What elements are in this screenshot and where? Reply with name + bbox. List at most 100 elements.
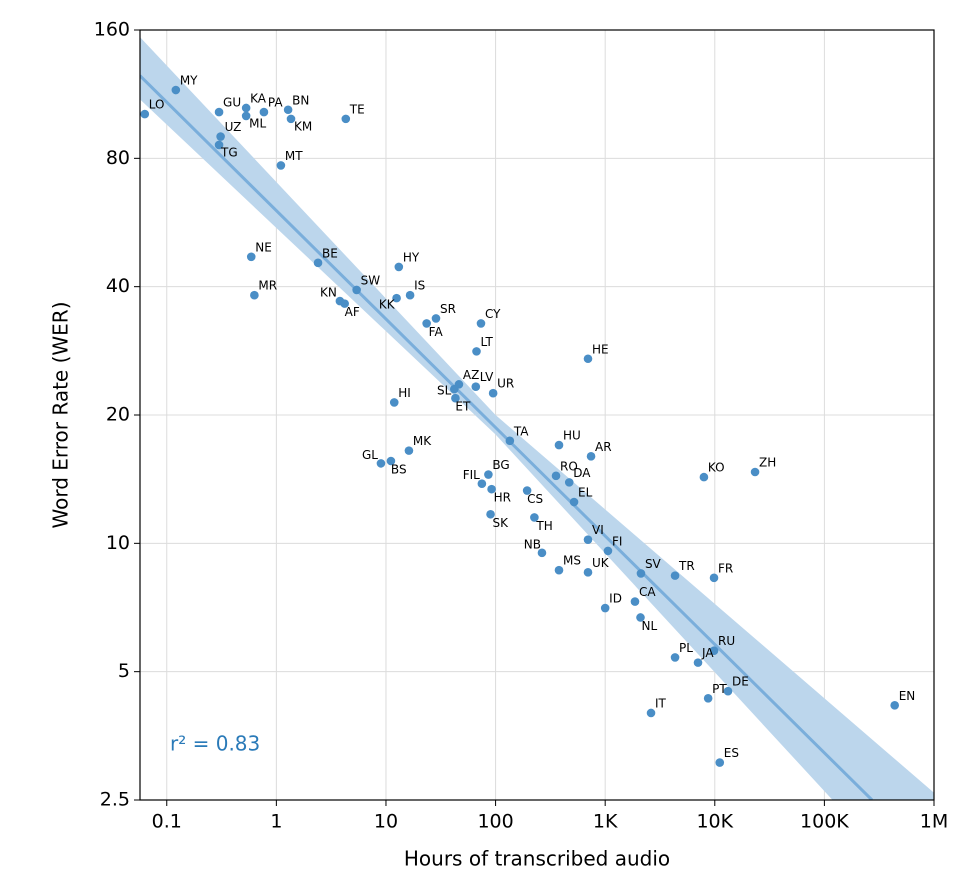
point-label: TE bbox=[349, 102, 365, 116]
point bbox=[537, 548, 547, 558]
point-label: EN bbox=[899, 689, 916, 703]
y-tick-label: 2.5 bbox=[100, 789, 130, 811]
point bbox=[488, 388, 498, 398]
point-label: MY bbox=[180, 74, 198, 88]
point-label: MR bbox=[258, 279, 277, 293]
fit-band bbox=[140, 37, 934, 800]
x-axis-label: Hours of transcribed audio bbox=[404, 847, 670, 871]
point bbox=[484, 470, 493, 479]
point-label: JA bbox=[701, 646, 714, 660]
point-label: SL bbox=[437, 384, 452, 398]
point-label: PL bbox=[679, 641, 693, 655]
point bbox=[709, 646, 719, 655]
point-label: CS bbox=[527, 492, 543, 506]
point-label: SW bbox=[361, 273, 381, 287]
point bbox=[709, 573, 719, 583]
point-label: TR bbox=[678, 559, 695, 573]
point-label: NB bbox=[524, 537, 541, 551]
point-label: SR bbox=[440, 302, 456, 316]
point-label: UK bbox=[592, 556, 610, 570]
point-label: CY bbox=[485, 307, 501, 321]
point-label: MK bbox=[413, 434, 432, 448]
point bbox=[241, 111, 251, 121]
point-label: HY bbox=[403, 250, 420, 264]
x-tick-label: 1K bbox=[593, 811, 618, 833]
point-label: KM bbox=[294, 119, 312, 133]
y-tick-label: 80 bbox=[106, 147, 130, 169]
point-label: ZH bbox=[759, 456, 776, 470]
x-tick-label: 100K bbox=[800, 811, 849, 833]
point bbox=[405, 290, 415, 300]
point bbox=[586, 452, 596, 461]
point bbox=[703, 694, 713, 703]
point bbox=[670, 571, 680, 580]
y-tick-label: 10 bbox=[106, 532, 130, 554]
point-label: IT bbox=[655, 696, 667, 710]
x-tick-label: 10 bbox=[374, 811, 398, 833]
point bbox=[646, 708, 656, 718]
point-label: NE bbox=[255, 240, 272, 254]
point-label: RO bbox=[560, 459, 578, 473]
point-label: BG bbox=[492, 458, 509, 472]
point-label: UZ bbox=[225, 120, 242, 134]
point-label: TH bbox=[535, 519, 552, 533]
x-tick-label: 1 bbox=[270, 811, 282, 833]
x-tick-label: 0.1 bbox=[152, 811, 182, 833]
point bbox=[259, 107, 269, 117]
point-label: GU bbox=[223, 96, 241, 110]
x-tick-label: 100 bbox=[477, 811, 513, 833]
point bbox=[472, 347, 481, 356]
point-label: KO bbox=[708, 461, 725, 475]
point bbox=[486, 509, 495, 519]
point bbox=[750, 467, 760, 477]
point-label: BE bbox=[322, 246, 338, 260]
point bbox=[636, 613, 645, 622]
trendline bbox=[140, 74, 874, 800]
point bbox=[214, 107, 224, 117]
point-label: FIL bbox=[463, 468, 480, 482]
point-label: FA bbox=[429, 325, 444, 339]
point-label: ML bbox=[249, 116, 266, 130]
point-label: LV bbox=[480, 370, 494, 384]
point-label: DA bbox=[573, 466, 591, 480]
point-label: HI bbox=[398, 386, 411, 400]
point-label: UR bbox=[497, 377, 514, 391]
r2-annotation: r² = 0.83 bbox=[170, 732, 260, 756]
point bbox=[583, 354, 593, 364]
point-label: MT bbox=[285, 149, 303, 163]
point-label: HR bbox=[494, 491, 511, 505]
point bbox=[451, 393, 460, 403]
point bbox=[241, 103, 251, 113]
point bbox=[530, 513, 539, 522]
point bbox=[476, 319, 486, 328]
point-label: KK bbox=[379, 298, 396, 312]
point bbox=[603, 546, 613, 556]
point-label: AZ bbox=[463, 368, 479, 382]
point-label: BN bbox=[292, 93, 309, 107]
point-label: AF bbox=[345, 305, 360, 319]
y-tick-label: 20 bbox=[106, 404, 130, 426]
point bbox=[341, 114, 351, 124]
point bbox=[569, 497, 579, 507]
point bbox=[693, 658, 703, 667]
point bbox=[630, 597, 640, 606]
point-label: SV bbox=[645, 557, 662, 571]
point bbox=[276, 161, 286, 170]
point bbox=[216, 132, 225, 141]
point bbox=[554, 565, 564, 575]
point bbox=[404, 446, 414, 455]
point-label: RU bbox=[718, 634, 735, 648]
point bbox=[394, 262, 404, 272]
point bbox=[313, 258, 323, 268]
point bbox=[431, 314, 441, 323]
point bbox=[583, 568, 593, 577]
point bbox=[340, 299, 349, 308]
grid bbox=[140, 29, 935, 801]
point bbox=[471, 382, 481, 392]
point-label: CA bbox=[639, 585, 656, 599]
point-label: TG bbox=[220, 145, 238, 159]
point bbox=[522, 486, 532, 495]
point bbox=[600, 603, 610, 613]
